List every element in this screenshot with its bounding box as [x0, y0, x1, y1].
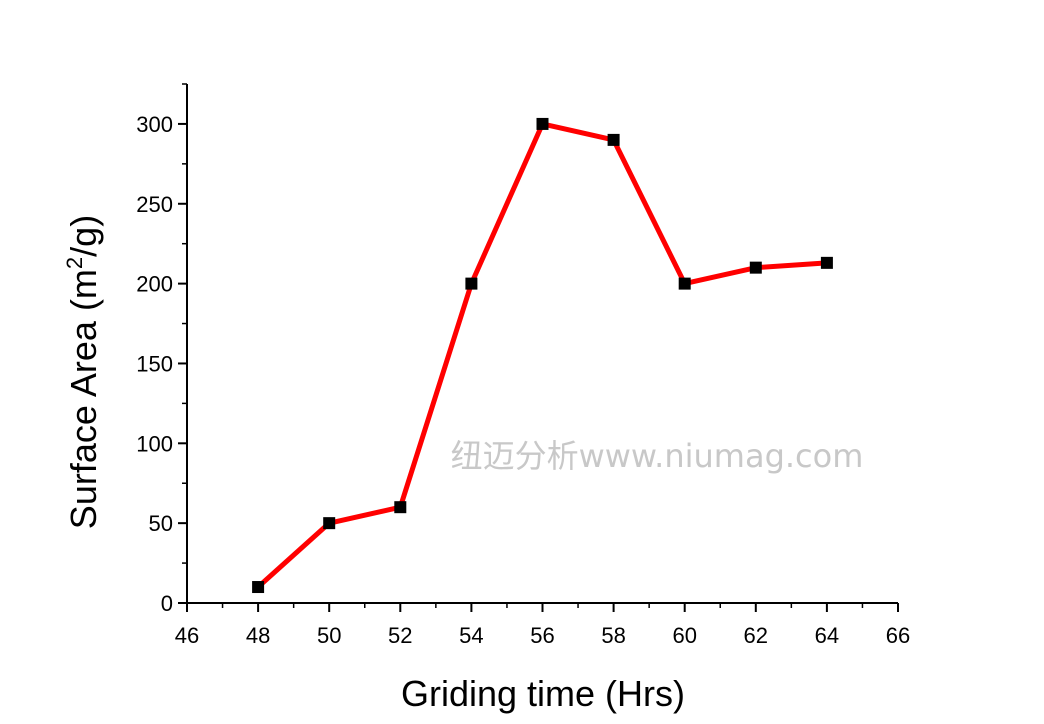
x-axis-title: Griding time (Hrs)	[401, 673, 685, 714]
y-tick-label: 100	[136, 431, 173, 456]
data-point	[465, 277, 478, 290]
y-axis-title-main: Surface Area (m	[63, 269, 104, 529]
plot-area	[252, 117, 833, 594]
x-tick-label: 56	[530, 623, 554, 648]
y-tick-label: 50	[149, 511, 173, 536]
data-point	[323, 517, 336, 530]
x-tick-label: 52	[388, 623, 412, 648]
x-tick-label: 64	[815, 623, 839, 648]
series-line	[256, 121, 828, 589]
x-tick-label: 48	[246, 623, 270, 648]
x-tick-label: 62	[744, 623, 768, 648]
data-point	[749, 261, 762, 274]
y-axis-title: Surface Area (m2/g)	[62, 215, 104, 529]
x-tick-label: 46	[175, 623, 199, 648]
watermark: 纽迈分析www.niumag.com	[451, 437, 864, 475]
data-point	[820, 256, 833, 269]
y-ticks: 0 50 100 150 200 250 300	[136, 83, 187, 616]
x-tick-label: 54	[459, 623, 483, 648]
data-point	[536, 117, 549, 130]
data-point	[607, 133, 620, 146]
y-axis-title-sup: 2	[62, 257, 87, 269]
y-tick-label: 300	[136, 112, 173, 137]
y-tick-label: 250	[136, 192, 173, 217]
data-point	[252, 581, 265, 594]
y-tick-label: 200	[136, 272, 173, 297]
x-tick-label: 58	[601, 623, 625, 648]
y-axis-title-end: /g)	[63, 215, 104, 257]
x-tick-label: 66	[886, 623, 910, 648]
x-tick-label: 60	[672, 623, 696, 648]
x-ticks: 46 48 50 52 54 56 58 60 62 64 66	[175, 603, 910, 648]
data-point	[394, 501, 407, 514]
y-tick-label: 150	[136, 351, 173, 376]
x-tick-label: 50	[317, 623, 341, 648]
data-point	[678, 277, 691, 290]
axes	[186, 84, 898, 604]
y-tick-label: 0	[161, 591, 173, 616]
